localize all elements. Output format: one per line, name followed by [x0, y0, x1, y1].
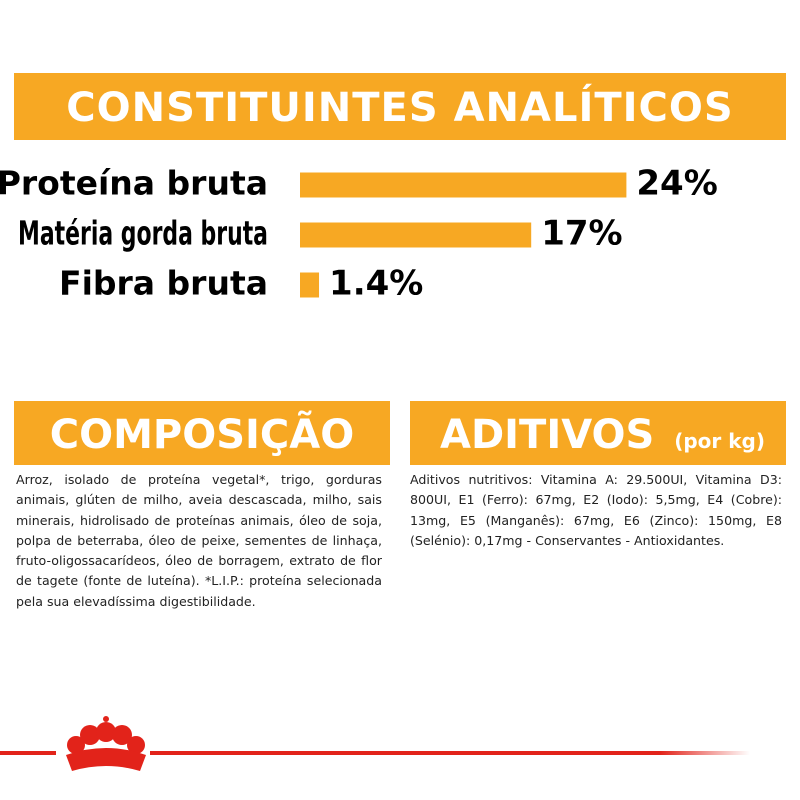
composition-banner: COMPOSIÇÃO — [14, 401, 390, 465]
crown-logo — [66, 716, 146, 771]
category-label: Matéria gorda bruta — [18, 214, 268, 253]
value-label: 17% — [541, 214, 622, 254]
chart: Proteína bruta 24% Matéria gorda bruta 17% F… — [0, 164, 718, 304]
bar — [300, 272, 320, 298]
additives-text: Aditivos nutritivos: Vitamina A: 29.500U… — [410, 472, 782, 548]
value-label: 24% — [636, 164, 717, 204]
category-label: Fibra bruta — [59, 264, 268, 303]
category-label: Proteína bruta — [0, 164, 268, 203]
footer-line — [150, 751, 750, 755]
additives-title: ADITIVOS — [440, 412, 655, 458]
footer-line — [0, 751, 56, 755]
value-label: 1.4% — [329, 264, 423, 304]
additives-banner: ADITIVOS (por kg) — [410, 401, 786, 465]
additives-unit: (por kg) — [674, 429, 765, 453]
composition-title: COMPOSIÇÃO — [49, 412, 355, 458]
title-banner: CONSTITUINTES ANALÍTICOS — [14, 73, 786, 140]
composition-text: Arroz, isolado de proteína vegetal*, tri… — [16, 472, 382, 609]
bar — [300, 172, 627, 198]
bar — [300, 222, 532, 248]
section-title: CONSTITUINTES ANALÍTICOS — [66, 85, 734, 131]
footer — [0, 716, 750, 771]
